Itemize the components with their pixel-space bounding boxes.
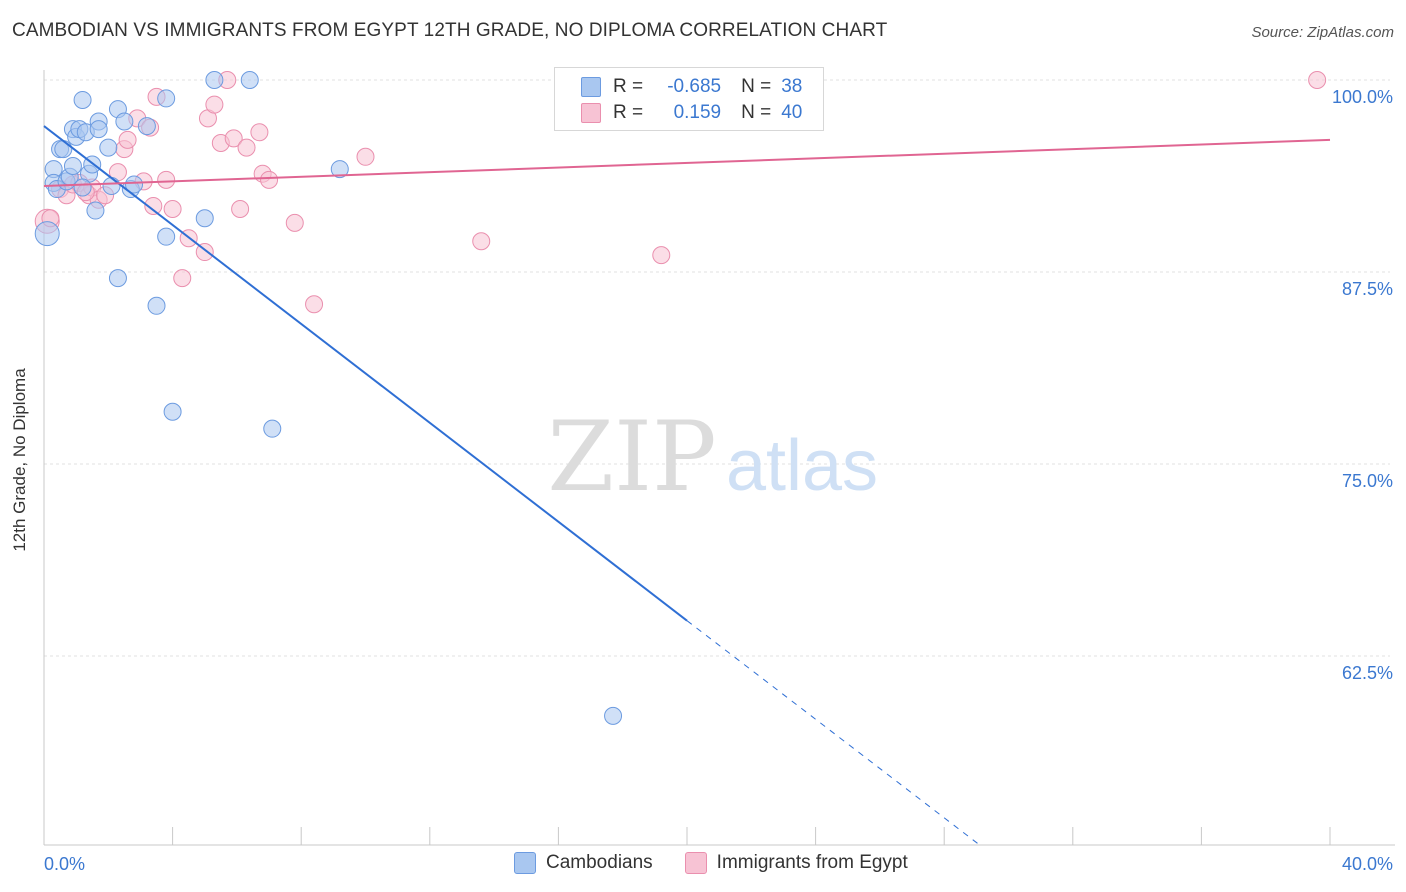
y-tick-label-0: 100.0% <box>1332 87 1393 107</box>
legend-label-cambodians: Cambodians <box>546 852 653 873</box>
egypt-point-29 <box>250 123 269 142</box>
cambodian-point-18 <box>89 120 108 139</box>
cambodian-point-28 <box>157 89 176 108</box>
cambodian-point-35 <box>604 706 623 725</box>
legend-row-cambodians: R = -0.685 N = 38 <box>555 74 802 100</box>
legend-n-value: 38 <box>781 76 803 97</box>
cambodian-point-30 <box>195 209 214 228</box>
tick-labels: 100.0% 87.5% 75.0% 62.5% 0.0% 40.0% <box>44 87 1393 874</box>
y-tick-label-2: 75.0% <box>1342 471 1393 491</box>
legend-item-cambodians: Cambodians <box>514 852 653 874</box>
cambodian-point-29 <box>163 402 182 421</box>
legend-r-label: R = <box>613 102 644 123</box>
legend-item-egypt: Immigrants from Egypt <box>684 852 908 874</box>
watermark-zip: ZIP <box>547 401 716 513</box>
legend-swatch-pink <box>684 852 707 874</box>
cambodian-point-24 <box>125 175 144 194</box>
egypt-point-26 <box>224 129 243 148</box>
cambodian-point-26 <box>147 296 166 315</box>
series-legend: Cambodians Immigrants from Egypt <box>514 852 940 874</box>
cambodian-point-20 <box>102 176 121 195</box>
egypt-point-33 <box>305 295 324 314</box>
egypt-point-23 <box>205 95 224 114</box>
legend-n-value: 40 <box>781 102 803 123</box>
egypt-point-37 <box>1308 71 1327 89</box>
axes <box>43 70 1395 846</box>
egypt-point-11 <box>118 130 137 149</box>
egypt-point-27 <box>231 200 250 219</box>
egypt-point-36 <box>652 246 671 265</box>
stats-legend: R = -0.685 N = 38 R = 0.159 N = 40 <box>554 67 824 131</box>
cambodian-point-19 <box>99 138 118 157</box>
legend-swatch-blue <box>581 77 601 97</box>
legend-n-label: N = <box>741 102 772 123</box>
egypt-point-28 <box>237 138 256 157</box>
legend-row-egypt: R = 0.159 N = 40 <box>555 100 802 126</box>
legend-r-label: R = <box>613 76 644 97</box>
egypt-point-35 <box>472 232 491 251</box>
egypt-point-32 <box>285 213 304 232</box>
legend-r-value: 0.159 <box>673 102 722 123</box>
x-tick-label-0: 0.0% <box>44 854 85 874</box>
cambodian-point-25 <box>137 117 156 136</box>
cambodian-point-27 <box>157 227 176 246</box>
cambodian-point-22 <box>115 112 134 131</box>
egypt-point-19 <box>173 269 192 288</box>
chart-title: CAMBODIAN VS IMMIGRANTS FROM EGYPT 12TH … <box>12 20 888 41</box>
legend-label-egypt: Immigrants from Egypt <box>716 852 908 873</box>
egypt-point-18 <box>163 200 182 219</box>
x-tick-label-1: 40.0% <box>1342 854 1393 874</box>
cambodian-trendline <box>43 125 688 622</box>
y-tick-label-1: 87.5% <box>1342 279 1393 299</box>
cambodian-point-0 <box>34 221 60 247</box>
egypt-point-31 <box>260 170 279 189</box>
legend-r-value: -0.685 <box>667 76 722 97</box>
legend-swatch-blue <box>514 852 536 874</box>
gridlines <box>44 79 1390 657</box>
source-label: Source: ZipAtlas.com <box>1251 24 1394 41</box>
watermark: ZIP atlas <box>547 401 878 513</box>
legend-n-label: N = <box>741 76 772 97</box>
egypt-point-15 <box>144 196 163 215</box>
egypt-point-21 <box>195 243 214 262</box>
egypt-point-17 <box>157 170 176 189</box>
cambodian-point-37 <box>73 178 92 197</box>
cambodian-point-32 <box>240 71 259 89</box>
cambodian-point-31 <box>205 71 224 89</box>
egypt-point-34 <box>356 147 375 166</box>
y-axis-label: 12th Grade, No Diploma <box>10 368 29 552</box>
trendlines <box>43 125 1331 846</box>
cambodian-point-16 <box>86 201 105 220</box>
egypt-trendline <box>43 138 1331 187</box>
cambodian-trendline-extension <box>686 620 980 846</box>
cambodian-point-33 <box>263 419 282 438</box>
cambodian-point-12 <box>73 90 92 109</box>
watermark-atlas: atlas <box>726 426 878 506</box>
y-tick-label-3: 62.5% <box>1342 663 1393 683</box>
cambodian-point-36 <box>108 269 127 288</box>
cambodian-point-5 <box>54 140 73 159</box>
cambodian-point-8 <box>63 157 82 176</box>
legend-swatch-pink <box>581 103 601 123</box>
cambodian-point-34 <box>330 160 349 179</box>
